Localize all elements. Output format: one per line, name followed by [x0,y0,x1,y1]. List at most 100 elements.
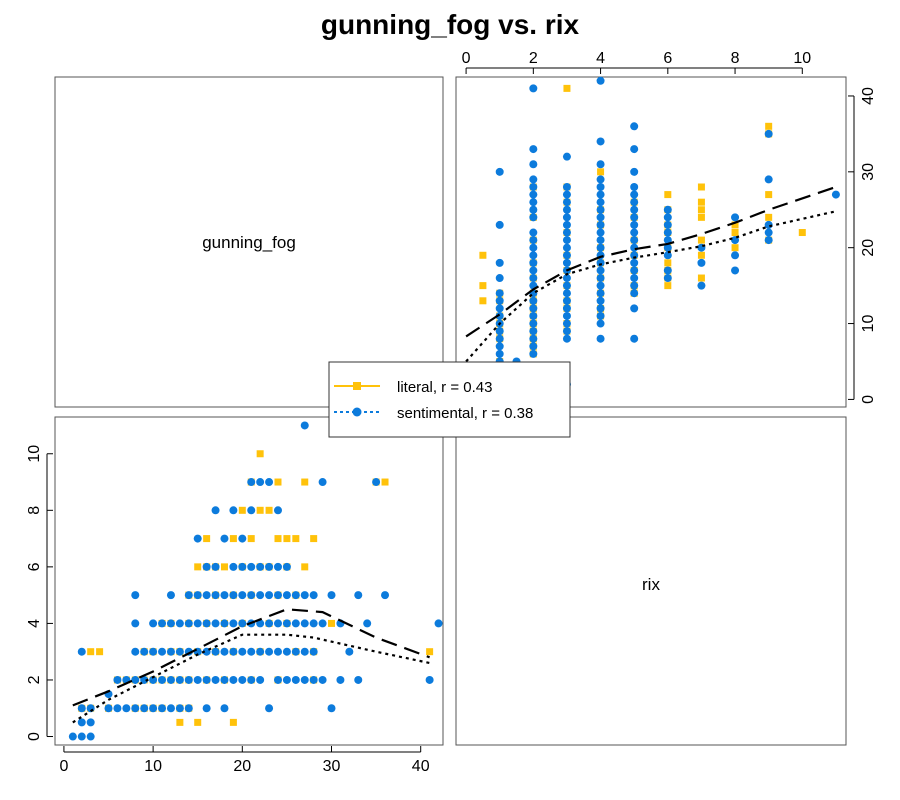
tick-label: 10 [793,50,811,67]
point-sentimental [300,421,309,430]
point-sentimental [131,704,140,713]
point-sentimental [256,619,265,628]
point-sentimental [596,281,605,290]
point-sentimental [764,228,773,237]
point-sentimental [354,675,363,684]
point-literal [194,718,202,726]
point-sentimental [630,190,639,199]
point-sentimental [193,534,202,543]
panel-bottom-left [54,416,444,746]
point-sentimental [529,198,538,207]
point-sentimental [630,198,639,207]
point-sentimental [495,167,504,176]
point-sentimental [562,311,571,320]
point-sentimental [596,266,605,275]
tick-label: 0 [26,732,43,741]
point-sentimental [663,236,672,245]
point-literal [664,191,672,199]
point-sentimental [562,319,571,328]
point-sentimental [229,506,238,515]
point-sentimental [220,647,229,656]
point-literal [731,229,739,237]
point-sentimental [149,675,158,684]
point-literal [765,213,773,221]
point-sentimental [596,243,605,252]
point-sentimental [238,591,247,600]
point-sentimental [562,334,571,343]
point-sentimental [495,296,504,305]
point-literal [664,259,672,267]
point-sentimental [220,704,229,713]
point-literal [256,450,264,458]
point-literal [563,84,571,92]
point-sentimental [529,183,538,191]
point-sentimental [256,647,265,656]
point-sentimental [529,205,538,214]
point-sentimental [562,236,571,245]
point-sentimental [529,342,538,351]
point-literal [301,563,309,571]
point-literal [731,221,739,229]
point-literal [194,563,202,571]
point-literal [301,478,309,486]
point-sentimental [495,327,504,336]
point-literal [220,563,228,571]
point-sentimental [149,647,158,656]
point-sentimental [247,506,256,515]
point-sentimental [309,675,318,684]
point-sentimental [562,243,571,252]
point-sentimental [300,591,309,600]
point-sentimental [256,591,265,600]
point-literal [765,191,773,199]
point-sentimental [77,732,86,741]
legend-label-literal: literal, r = 0.43 [397,379,492,396]
point-sentimental [562,281,571,290]
point-literal [256,506,264,514]
point-sentimental [202,619,211,628]
point-sentimental [77,704,86,713]
point-sentimental [697,258,706,267]
point-sentimental [220,619,229,628]
point-sentimental [229,619,238,628]
point-sentimental [131,675,140,684]
point-literal [292,535,300,543]
point-sentimental [562,198,571,207]
point-sentimental [630,236,639,245]
lowess-line-literal [72,608,430,707]
point-literal [697,198,705,206]
point-sentimental [596,183,605,191]
lowess-line-literal-tr [465,185,837,338]
point-sentimental [158,619,167,628]
point-sentimental [309,619,318,628]
point-literal [697,236,705,244]
point-sentimental [630,122,639,131]
point-sentimental [630,213,639,222]
point-literal [765,122,773,130]
point-sentimental [273,506,282,515]
point-sentimental [529,311,538,320]
point-sentimental [596,198,605,207]
point-sentimental [282,562,291,571]
point-sentimental [345,647,354,656]
point-sentimental [113,675,122,684]
point-sentimental [495,311,504,320]
point-literal [697,251,705,259]
diag-label-gunning-fog: gunning_fog [202,233,296,252]
tick-label: 4 [26,619,43,628]
point-sentimental [140,704,149,713]
tick-label: 8 [26,506,43,515]
point-sentimental [291,647,300,656]
point-sentimental [529,160,538,169]
tick-label: 0 [59,758,68,775]
point-sentimental [184,675,193,684]
panel-top-left [54,76,444,408]
point-sentimental [247,675,256,684]
point-sentimental [596,274,605,283]
point-sentimental [630,183,639,191]
tick-label: 0 [462,50,471,67]
point-sentimental [158,704,167,713]
point-sentimental [529,334,538,343]
point-sentimental [175,647,184,656]
point-sentimental [238,647,247,656]
